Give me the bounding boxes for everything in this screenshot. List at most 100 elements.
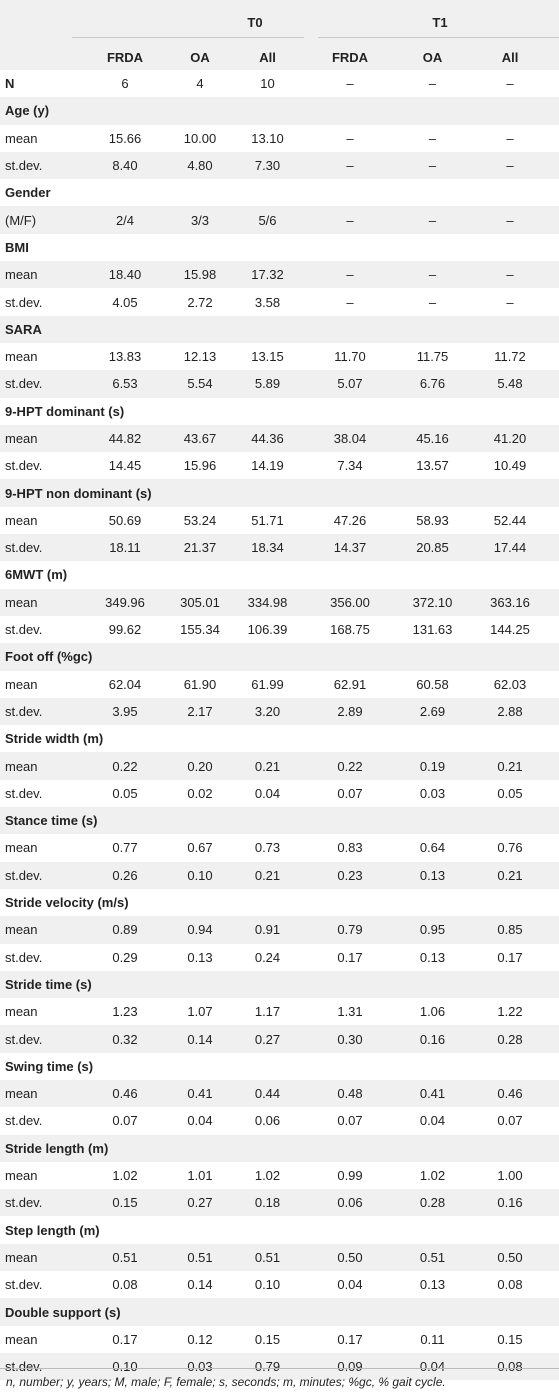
table-row: st.dev. 0.32 0.14 0.27 0.30 0.16 0.28 [0,1025,559,1053]
table-cell: 0.51 [187,1249,213,1265]
row-label: mean [5,758,38,774]
table-cell: 0.09 [337,1359,363,1375]
table-header: T0 T1 FRDA OA All FRDA OA All [0,0,559,70]
table-cell: – [346,212,354,228]
table-cell: 8.40 [112,158,138,174]
table-cell: 62.91 [333,676,367,692]
section-label: Gender [5,185,51,201]
table-cell: 4 [196,76,204,92]
table-cell: 6.76 [419,376,446,392]
table-cell: 0.95 [419,922,446,938]
table-row: mean 0.89 0.94 0.91 0.79 0.95 0.85 [0,916,559,944]
section-row: Stride velocity (m/s) [0,889,559,916]
table-cell: 0.06 [337,1195,363,1211]
table-cell: 0.21 [254,758,281,774]
table-cell: 0.17 [112,1331,138,1347]
table-cell: 20.85 [416,540,449,556]
table-cell: 0.27 [254,1031,281,1047]
table-cell: 0.41 [187,1086,213,1102]
table-cell: – [346,130,354,146]
table-row: st.dev. 0.08 0.14 0.10 0.04 0.13 0.08 [0,1271,559,1298]
table-cell: 44.82 [108,431,142,446]
section-row: 6MWT (m) [0,561,559,588]
row-label: N [5,76,15,92]
table-cell: 0.21 [497,867,523,883]
table-row: mean 0.51 0.51 0.51 0.50 0.51 0.50 [0,1243,559,1272]
table-cell: 0.06 [254,1113,281,1129]
table-cell: 0.26 [112,867,138,883]
table-cell: 2.89 [337,703,363,719]
table-cell: 0.44 [254,1086,281,1102]
section-row: Swing time (s) [0,1053,559,1080]
table-row: mean 44.82 43.67 44.36 38.04 45.16 41.20 [0,424,559,453]
table-cell: 0.07 [112,1113,138,1129]
table-row: st.dev. 6.53 5.54 5.89 5.07 6.76 5.48 [0,370,559,398]
section-label: Stride time (s) [5,976,92,992]
section-label: Stride velocity (m/s) [5,895,129,911]
column-header-all-t1: All [501,50,519,65]
table-row: mean 0.77 0.67 0.73 0.83 0.64 0.76 [0,834,559,861]
row-label: st.dev. [5,1031,43,1047]
table-row: mean 0.22 0.20 0.21 0.22 0.19 0.21 [0,752,559,780]
table-cell: – [428,158,437,174]
table-cell: 3/3 [190,212,210,228]
row-label: mean [5,1086,38,1102]
table-cell: 17.44 [493,540,527,556]
table-cell: 50.69 [108,512,142,528]
table-cell: 13.83 [108,349,142,365]
section-label: Step length (m) [5,1222,100,1238]
table-cell: 0.02 [187,785,213,801]
table-row: st.dev. 8.40 4.80 7.30 – – – [0,151,559,180]
table-cell: 0.15 [497,1331,523,1347]
table-cell: – [506,130,514,146]
table-cell: 0.50 [337,1249,363,1265]
row-label: st.dev. [5,867,43,883]
table-cell: 10.49 [493,458,527,474]
column-header-oa-t1: OA [422,50,443,65]
table-cell: – [506,76,514,92]
table-cell: 0.13 [419,949,446,965]
table-cell: 0.20 [187,758,213,774]
table-cell: 5/6 [258,212,277,228]
table-cell: 2/4 [115,212,135,228]
table-cell: 21.37 [183,540,217,556]
section-label: 9-HPT dominant (s) [5,403,125,419]
table-cell: 60.58 [416,676,449,692]
table-row: mean 18.40 15.98 17.32 – – – [0,261,559,289]
table-cell: 0.05 [497,785,523,801]
table-cell: 58.93 [416,512,449,528]
table-cell: 0.04 [254,785,281,801]
table-cell: 0.24 [254,949,281,965]
table-row: mean 1.02 1.01 1.02 0.99 1.02 1.00 [0,1162,559,1189]
group-rule-t0 [72,37,304,38]
table-cell: 0.08 [112,1277,138,1293]
table-row: st.dev. 0.05 0.02 0.04 0.07 0.03 0.05 [0,780,559,807]
table-cell: 0.94 [187,922,213,938]
table-cell: 0.03 [187,1359,213,1375]
table-cell: 0.22 [112,758,138,774]
section-label: Stride width (m) [5,731,104,747]
table-cell: 0.79 [337,922,363,938]
table-cell: 52.44 [493,512,527,528]
table-cell: 2.88 [497,703,523,719]
section-label: BMI [5,239,29,255]
row-label: mean [5,1004,38,1020]
section-row: Age (y) [0,97,559,125]
table-cell: 0.03 [419,785,446,801]
table-cell: 0.08 [497,1359,523,1375]
section-label: Double support (s) [5,1304,121,1320]
table-cell: – [346,294,354,310]
table-cell: 14.19 [251,458,284,474]
table-cell: 17.32 [251,267,284,283]
table-cell: 0.07 [497,1113,523,1129]
table-row: st.dev. 99.62 155.34 106.39 168.75 131.63 144.… [0,616,559,643]
section-label: 6MWT (m) [5,567,68,583]
table-cell: 10.00 [183,130,217,146]
table-cell: 1.23 [112,1004,138,1020]
column-header-frda-t1: FRDA [331,50,369,65]
section-row: Stance time (s) [0,807,559,835]
table-cell: – [506,212,514,228]
table-cell: 99.62 [108,622,142,638]
table-row: st.dev. 0.15 0.27 0.18 0.06 0.28 0.16 [0,1189,559,1217]
table-cell: 0.08 [497,1277,523,1293]
